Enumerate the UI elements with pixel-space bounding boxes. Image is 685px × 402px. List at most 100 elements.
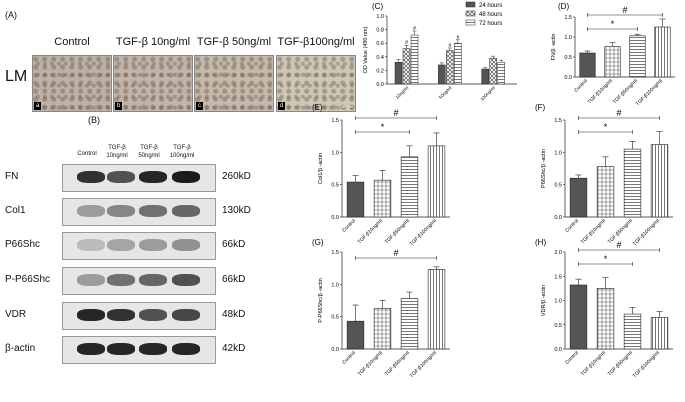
blot-band bbox=[77, 205, 105, 217]
y-tick-label: 0.0 bbox=[331, 215, 339, 221]
significance-mark: # bbox=[393, 248, 398, 258]
y-tick-label: 0.6 bbox=[376, 41, 384, 47]
x-tick-label: TGF-β10ng/ml bbox=[580, 218, 607, 245]
x-tick-label: 50ng/ml bbox=[438, 85, 453, 100]
x-tick-label: TGF-β10ng/ml bbox=[580, 350, 607, 377]
panel-label: (G) bbox=[312, 238, 324, 247]
x-tick-label: TGF-β100ng/ml bbox=[635, 78, 664, 107]
bar bbox=[446, 50, 454, 85]
legend-swatch bbox=[465, 19, 476, 26]
bar bbox=[346, 181, 365, 218]
significance-mark: # bbox=[413, 26, 416, 32]
micrograph-title: Control bbox=[54, 36, 90, 48]
micrograph-title: TGF-β 10ng/ml bbox=[115, 36, 191, 48]
micrograph-title: TGF-β100ng/ml bbox=[277, 36, 355, 48]
panel-label: (C) bbox=[372, 2, 383, 11]
micrograph-title: TGF-β 50ng/ml bbox=[196, 36, 272, 48]
bar bbox=[402, 48, 411, 85]
blot-band bbox=[172, 309, 200, 321]
significance-mark: * bbox=[381, 122, 385, 132]
blot-band bbox=[172, 239, 200, 251]
y-axis-label: FN/β -actin bbox=[551, 33, 557, 60]
blot-band bbox=[107, 309, 135, 321]
bar bbox=[373, 179, 392, 218]
legend-swatch bbox=[465, 10, 476, 17]
bar bbox=[604, 46, 621, 78]
blot-band bbox=[139, 171, 167, 183]
y-tick-label: 1.0 bbox=[331, 150, 339, 156]
panel-a-label: (A) bbox=[5, 10, 17, 20]
protein-label: Col1 bbox=[5, 205, 26, 216]
y-tick-label: 0.4 bbox=[376, 55, 384, 61]
bar bbox=[489, 57, 497, 85]
significance-mark: # bbox=[456, 35, 459, 41]
y-tick-label: 1.0 bbox=[554, 299, 562, 305]
bar bbox=[623, 148, 642, 218]
micrograph-image: a bbox=[32, 55, 112, 112]
blot-band bbox=[107, 239, 135, 251]
y-tick-label: 1.5 bbox=[554, 274, 562, 280]
significance-mark: * bbox=[611, 19, 615, 29]
bar bbox=[400, 156, 419, 218]
y-axis-label: Col1/β -actin bbox=[318, 153, 324, 184]
protein-label: VDR bbox=[5, 309, 27, 320]
protein-label: β-actin bbox=[5, 343, 36, 354]
y-axis-label: P66Shc/β -actin bbox=[541, 149, 547, 188]
bar bbox=[438, 64, 446, 85]
y-tick-label: 0.5 bbox=[564, 55, 572, 61]
x-tick-label: TGF-β50ng/ml bbox=[607, 350, 634, 377]
x-tick-label: Control bbox=[341, 218, 357, 234]
bar bbox=[394, 61, 403, 85]
significance-mark: # bbox=[622, 5, 627, 15]
significance-mark: # bbox=[393, 108, 398, 118]
bar bbox=[481, 68, 489, 85]
significance-mark: # bbox=[405, 40, 408, 46]
bar bbox=[629, 35, 646, 78]
bar bbox=[427, 269, 446, 350]
x-tick-label: TGF-β100ng/ml bbox=[632, 218, 661, 247]
bar bbox=[650, 317, 669, 350]
x-tick-label: TGF-β100ng/ml bbox=[409, 350, 438, 379]
bar bbox=[454, 42, 462, 85]
blot-row bbox=[62, 198, 216, 226]
bar bbox=[346, 320, 365, 350]
bar bbox=[596, 288, 615, 350]
micrograph-image: c bbox=[194, 55, 274, 112]
bar bbox=[373, 307, 392, 350]
micrograph-image: b bbox=[113, 55, 193, 112]
bar bbox=[410, 34, 419, 85]
blot-band bbox=[77, 171, 105, 183]
panel-label: (H) bbox=[535, 238, 546, 247]
blot-band bbox=[172, 274, 200, 286]
blot-band bbox=[172, 171, 200, 183]
lane-label: TGF-β 50ng/ml bbox=[138, 145, 160, 159]
blot-band bbox=[139, 239, 167, 251]
bar bbox=[427, 145, 446, 218]
blot-row bbox=[62, 164, 216, 192]
y-tick-label: 1.0 bbox=[376, 14, 384, 20]
molecular-weight-label: 66kD bbox=[222, 239, 246, 250]
blot-row bbox=[62, 232, 216, 260]
molecular-weight-label: 66kD bbox=[222, 274, 246, 285]
molecular-weight-label: 42kD bbox=[222, 343, 246, 354]
significance-mark: # bbox=[448, 43, 451, 49]
lane-label: TGF-β 100ng/ml bbox=[169, 145, 195, 159]
protein-label: FN bbox=[5, 171, 19, 182]
blot-band bbox=[139, 309, 167, 321]
x-tick-label: TGF-β100ng/ml bbox=[632, 350, 661, 379]
bar bbox=[497, 61, 505, 85]
legend-swatch bbox=[465, 1, 476, 8]
x-tick-label: TGF-β100ng/ml bbox=[409, 218, 438, 247]
blot-band bbox=[77, 274, 105, 286]
y-tick-label: 0.5 bbox=[331, 183, 339, 189]
y-tick-label: 0.0 bbox=[564, 75, 572, 81]
micrograph-letter: d bbox=[278, 102, 286, 110]
panel-b-label: (B) bbox=[88, 115, 100, 125]
legend-label: 48 hours bbox=[479, 12, 502, 18]
bar bbox=[650, 144, 669, 218]
blot-band bbox=[77, 309, 105, 321]
y-axis-label: P-P66Shc/β -actin bbox=[318, 278, 324, 322]
y-tick-label: 0.5 bbox=[554, 183, 562, 189]
x-tick-label: Control bbox=[564, 350, 580, 366]
